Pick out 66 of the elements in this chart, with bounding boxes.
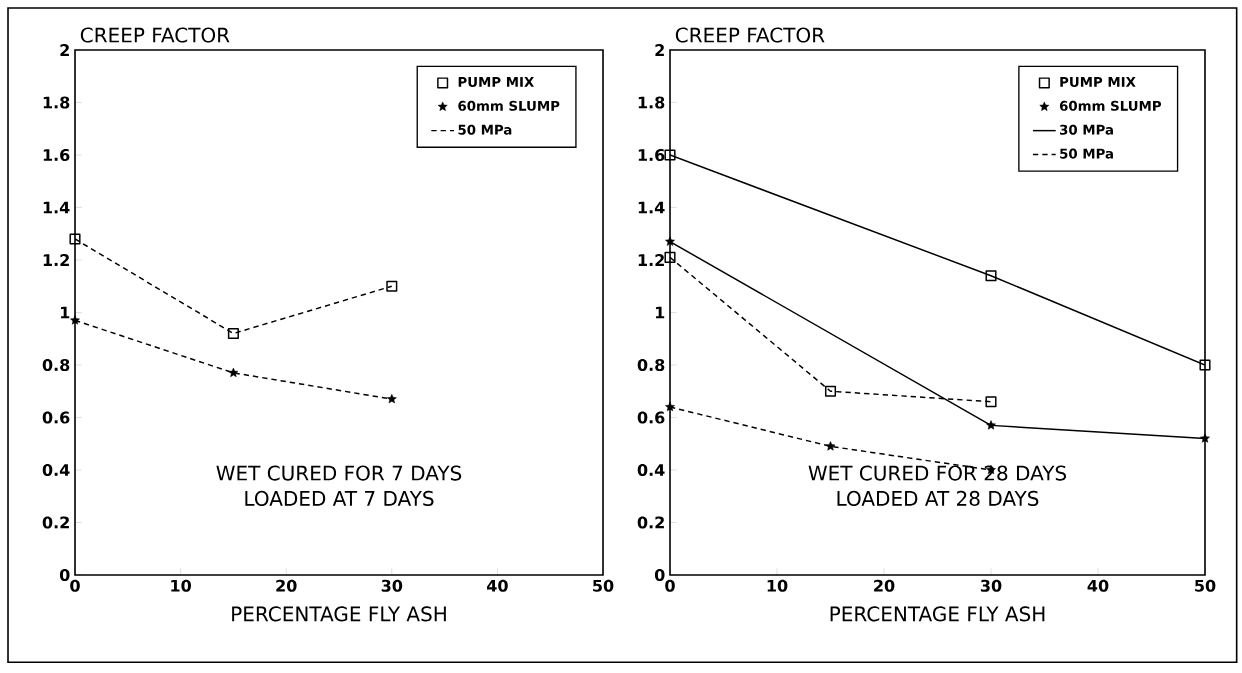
x-tick-label: 40 — [1087, 579, 1109, 592]
x-tick-label: 20 — [874, 579, 895, 592]
point — [985, 396, 997, 408]
x-tick-label: 50 — [593, 579, 614, 592]
x-axis-title: PERCENTAGE FLY ASH — [830, 606, 1045, 622]
y-tick-label: 0.8 — [42, 358, 70, 372]
point — [664, 251, 676, 263]
y-tick-label: 1.6 — [43, 148, 70, 162]
legend-label: 60mm SLUMP — [458, 100, 560, 111]
y-tick-label: 1.2 — [43, 254, 69, 266]
y-tick-label: 1.8 — [638, 96, 665, 109]
y-tick-label: 1.6 — [638, 148, 665, 162]
legend-label: 60mm SLUMP — [1059, 100, 1162, 111]
y-tick-label: 0 — [59, 568, 70, 582]
point — [665, 236, 675, 246]
annotation: WET CURED FOR 28 DAYS — [808, 465, 1067, 481]
annotation: WET CURED FOR 7 DAYS — [216, 465, 462, 481]
y-tick-label: 1.4 — [638, 201, 665, 214]
y-tick-label: 0.4 — [637, 463, 665, 477]
point — [227, 327, 239, 340]
point — [386, 280, 398, 292]
legend-label: PUMP MIX — [458, 77, 534, 87]
point — [665, 401, 675, 412]
point — [824, 385, 837, 397]
point — [70, 315, 80, 325]
y-tick-label: 0.2 — [42, 516, 69, 529]
y-tick-label: 2 — [60, 44, 69, 56]
y-tick-label: 0.6 — [637, 411, 665, 424]
y-tick-label: 1.4 — [43, 201, 70, 214]
y-tick-label: 0.4 — [42, 463, 70, 477]
y-tick-label: 0.8 — [637, 358, 665, 372]
legend-label: 50 MPa — [458, 124, 512, 135]
x-axis-title: PERCENTAGE FLY ASH — [232, 606, 446, 622]
point — [986, 420, 996, 430]
x-tick-label: 20 — [276, 579, 297, 592]
x-tick-label: 0 — [665, 579, 675, 592]
annotation: LOADED AT 7 DAYS — [245, 490, 434, 506]
x-tick-label: 50 — [1195, 579, 1216, 592]
x-tick-label: 30 — [381, 579, 403, 592]
point — [1199, 359, 1211, 371]
y-tick-label: 0.2 — [637, 516, 664, 529]
point — [1200, 433, 1210, 443]
y-tick-label: 2 — [655, 44, 664, 56]
x-tick-label: 10 — [171, 579, 191, 592]
y-tick-label: 0.6 — [42, 411, 70, 424]
y-tick-label: 1.2 — [638, 254, 664, 266]
annotation: LOADED AT 28 DAYS — [837, 490, 1039, 506]
y-tick-label: 1.8 — [43, 96, 70, 109]
point — [825, 441, 836, 451]
x-tick-label: 0 — [70, 579, 80, 592]
legend-label: 30 MPa — [1060, 124, 1113, 135]
x-tick-label: 10 — [767, 579, 788, 592]
y-tick-label: 1 — [655, 306, 665, 319]
y-axis-title: CREEP FACTOR — [80, 27, 230, 43]
y-tick-label: 0 — [654, 568, 665, 582]
point — [386, 394, 397, 404]
legend-label: 50 MPa — [1060, 148, 1113, 159]
y-tick-label: 1 — [60, 306, 70, 319]
y-axis-title: CREEP FACTOR — [675, 27, 825, 43]
point — [228, 367, 239, 378]
point — [69, 233, 81, 245]
x-tick-label: 40 — [486, 579, 508, 592]
legend-label: PUMP MIX — [1060, 77, 1136, 87]
point — [664, 149, 676, 161]
point — [985, 270, 997, 282]
x-tick-label: 30 — [980, 579, 1002, 592]
